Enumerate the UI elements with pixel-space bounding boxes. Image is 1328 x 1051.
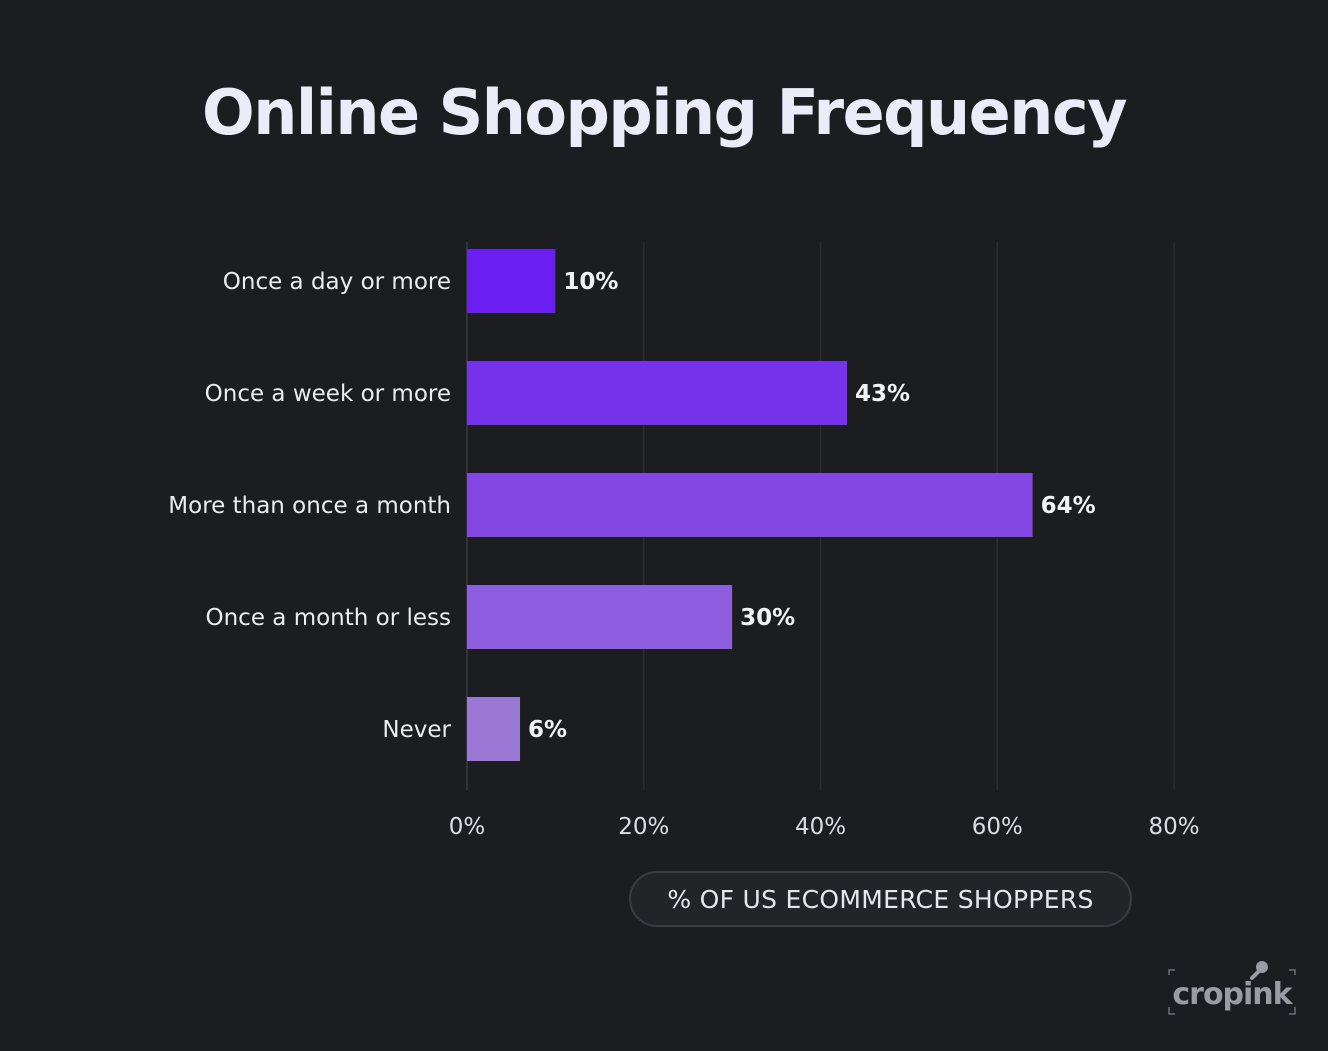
x-tick-label-80: 80% bbox=[1148, 814, 1199, 840]
category-label-4: Never bbox=[382, 717, 451, 743]
value-label-0: 10% bbox=[563, 269, 618, 295]
chart-title: Online Shopping Frequency bbox=[201, 76, 1128, 149]
category-label-2: More than once a month bbox=[168, 493, 451, 519]
x-axis-label-pill: % OF US ECOMMERCE SHOPPERS bbox=[629, 871, 1132, 927]
x-tick-label-40: 40% bbox=[795, 814, 846, 840]
bar-1 bbox=[467, 361, 848, 425]
value-label-1: 43% bbox=[855, 381, 910, 407]
category-label-3: Once a month or less bbox=[206, 605, 452, 631]
value-labels: 10% 43% 64% 30% 6% bbox=[528, 269, 1096, 743]
value-label-2: 64% bbox=[1041, 493, 1096, 519]
bar-3 bbox=[467, 585, 733, 649]
bar-0 bbox=[467, 249, 556, 313]
x-axis-label: % OF US ECOMMERCE SHOPPERS bbox=[667, 884, 1094, 914]
value-label-3: 30% bbox=[740, 605, 795, 631]
category-label-0: Once a day or more bbox=[223, 269, 451, 295]
bar-4 bbox=[467, 697, 521, 761]
bars bbox=[467, 249, 1033, 761]
logo-wordmark: cropink bbox=[1172, 977, 1293, 1012]
category-label-1: Once a week or more bbox=[205, 381, 451, 407]
category-labels: Once a day or more Once a week or more Mor… bbox=[168, 269, 451, 743]
cropink-logo: cropink bbox=[1168, 961, 1296, 1015]
x-tick-label-0: 0% bbox=[449, 814, 486, 840]
bar-2 bbox=[467, 473, 1033, 537]
x-tick-label-20: 20% bbox=[618, 814, 669, 840]
value-label-4: 6% bbox=[528, 717, 567, 743]
x-axis-ticks: 0% 20% 40% 60% 80% bbox=[449, 814, 1200, 840]
x-tick-label-60: 60% bbox=[972, 814, 1023, 840]
